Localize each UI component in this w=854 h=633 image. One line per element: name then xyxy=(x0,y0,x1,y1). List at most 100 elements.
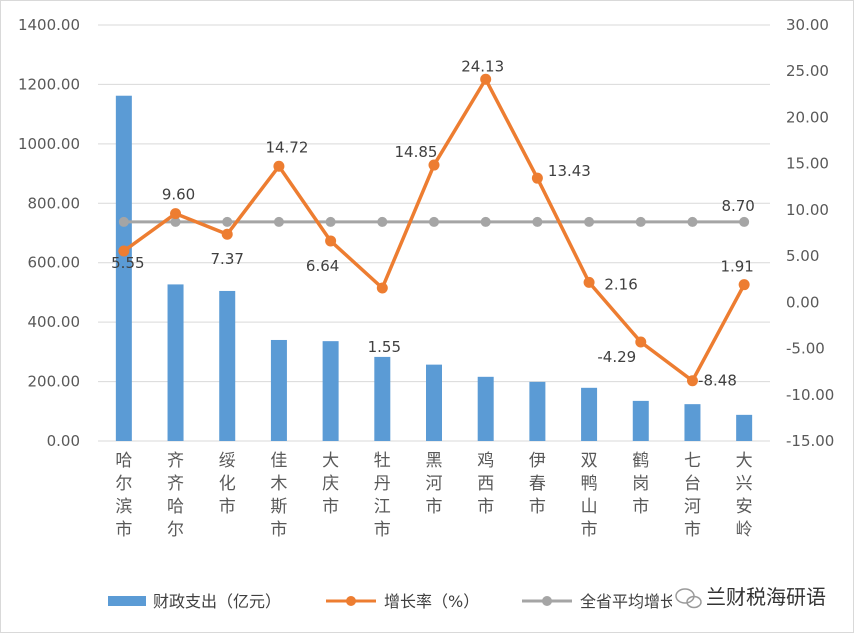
legend: 财政支出（亿元） 增长率（%） 全省平均增长率（%） xyxy=(108,592,739,611)
category-label: 哈尔滨市 xyxy=(115,451,132,540)
left-tick-label: 600.00 xyxy=(28,254,81,272)
left-tick-label: 1200.00 xyxy=(18,75,80,93)
average-point xyxy=(118,216,129,227)
spending-bar xyxy=(736,414,753,441)
spending-bar xyxy=(581,387,598,441)
left-tick-label: 200.00 xyxy=(28,373,81,391)
average-line-series xyxy=(118,216,750,227)
left-tick-label: 1000.00 xyxy=(18,135,80,153)
growth-data-label: 6.64 xyxy=(306,257,339,275)
legend-marker-growth xyxy=(346,596,356,606)
right-tick-label: 0.00 xyxy=(786,293,819,311)
left-tick-label: 400.00 xyxy=(28,313,81,331)
average-point xyxy=(222,216,233,227)
watermark-text: 兰财税海研语 xyxy=(706,585,826,609)
growth-point xyxy=(376,282,388,294)
spending-bar xyxy=(219,290,236,441)
growth-data-label: 2.16 xyxy=(604,275,637,293)
growth-data-label: 13.43 xyxy=(548,162,591,180)
right-tick-label: -15.00 xyxy=(786,432,834,450)
category-label: 七台河市 xyxy=(684,451,701,540)
growth-point xyxy=(531,172,543,184)
category-label: 牡丹江市 xyxy=(374,451,391,540)
category-label: 绥化市 xyxy=(219,451,236,517)
growth-data-label: 7.37 xyxy=(211,250,244,268)
watermark-background xyxy=(672,580,844,614)
legend-marker-average xyxy=(542,596,552,606)
growth-point xyxy=(325,235,337,247)
right-tick-label: 30.00 xyxy=(786,16,829,34)
average-point xyxy=(273,216,284,227)
category-label: 鸡西市 xyxy=(477,451,494,517)
growth-data-label: 1.55 xyxy=(368,338,401,356)
right-tick-label: -5.00 xyxy=(786,340,825,358)
watermark: 兰财税海研语 xyxy=(672,580,844,614)
growth-line-series xyxy=(118,73,750,387)
spending-bar xyxy=(477,376,494,441)
spending-bar xyxy=(167,284,184,441)
bar-series xyxy=(115,95,753,441)
growth-point xyxy=(686,375,698,387)
growth-point xyxy=(738,279,750,291)
legend-swatch-spending xyxy=(108,596,146,606)
left-tick-label: 1400.00 xyxy=(18,16,80,34)
growth-data-label: 1.91 xyxy=(720,258,753,276)
legend-label-growth: 增长率（%） xyxy=(384,592,479,611)
category-label: 大庆市 xyxy=(322,451,339,517)
growth-data-label: 5.55 xyxy=(111,254,144,272)
growth-data-label: 14.85 xyxy=(395,143,438,161)
average-point xyxy=(429,216,439,227)
right-tick-label: 20.00 xyxy=(786,108,829,126)
category-label: 齐齐哈尔 xyxy=(167,451,184,540)
average-point xyxy=(687,216,698,227)
growth-point xyxy=(635,336,647,348)
spending-bar xyxy=(322,341,339,441)
category-label: 大兴安岭 xyxy=(736,451,753,540)
wechat-icon xyxy=(675,588,702,609)
average-point xyxy=(584,216,595,227)
category-labels: 哈尔滨市 齐齐哈尔 绥化市 佳木斯市 大庆市 牡丹江市 黑河市 鸡西市 伊春市 双鸭山市 鹤岗市 七台… xyxy=(115,451,752,540)
right-tick-label: -10.00 xyxy=(786,386,834,404)
left-axis-ticks: 0.00 200.00 400.00 600.00 800.00 1000.00 1200.… xyxy=(18,16,80,450)
growth-data-label: -8.48 xyxy=(698,372,737,390)
average-point xyxy=(325,216,336,227)
left-tick-label: 0.00 xyxy=(47,432,80,450)
spending-bar xyxy=(632,400,649,441)
growth-data-label: 9.60 xyxy=(162,186,195,204)
data-labels: 5.55 9.60 7.37 14.72 6.64 1.55 14.85 24.13 13.43… xyxy=(111,57,755,389)
growth-data-label: 14.72 xyxy=(265,138,308,156)
growth-point xyxy=(170,208,182,220)
category-label: 双鸭山市 xyxy=(581,451,598,540)
spending-bar xyxy=(529,381,546,441)
category-label: 佳木斯市 xyxy=(270,451,287,540)
average-point xyxy=(480,216,491,227)
spending-bar xyxy=(374,356,391,441)
growth-data-label: -4.29 xyxy=(597,348,636,366)
growth-point xyxy=(273,160,285,172)
average-point xyxy=(739,216,750,227)
gridlines xyxy=(98,24,770,442)
average-point xyxy=(170,216,181,227)
growth-point xyxy=(583,276,595,288)
category-label: 黑河市 xyxy=(426,451,443,517)
average-point xyxy=(635,216,646,227)
spending-bar xyxy=(684,404,701,441)
growth-data-label: 24.13 xyxy=(461,57,504,75)
spending-bar xyxy=(115,95,132,441)
category-label: 伊春市 xyxy=(529,451,546,517)
right-tick-label: 5.00 xyxy=(786,247,819,265)
legend-label-spending: 财政支出（亿元） xyxy=(153,592,281,611)
growth-point xyxy=(221,228,233,240)
growth-point xyxy=(118,245,130,257)
right-tick-label: 15.00 xyxy=(786,155,829,173)
spending-bar xyxy=(270,339,287,441)
right-tick-label: 10.00 xyxy=(786,201,829,219)
left-tick-label: 800.00 xyxy=(28,194,81,212)
category-label: 鹤岗市 xyxy=(632,451,649,517)
average-data-label: 8.70 xyxy=(721,197,754,215)
growth-point xyxy=(428,159,440,171)
right-tick-label: 25.00 xyxy=(786,62,829,80)
